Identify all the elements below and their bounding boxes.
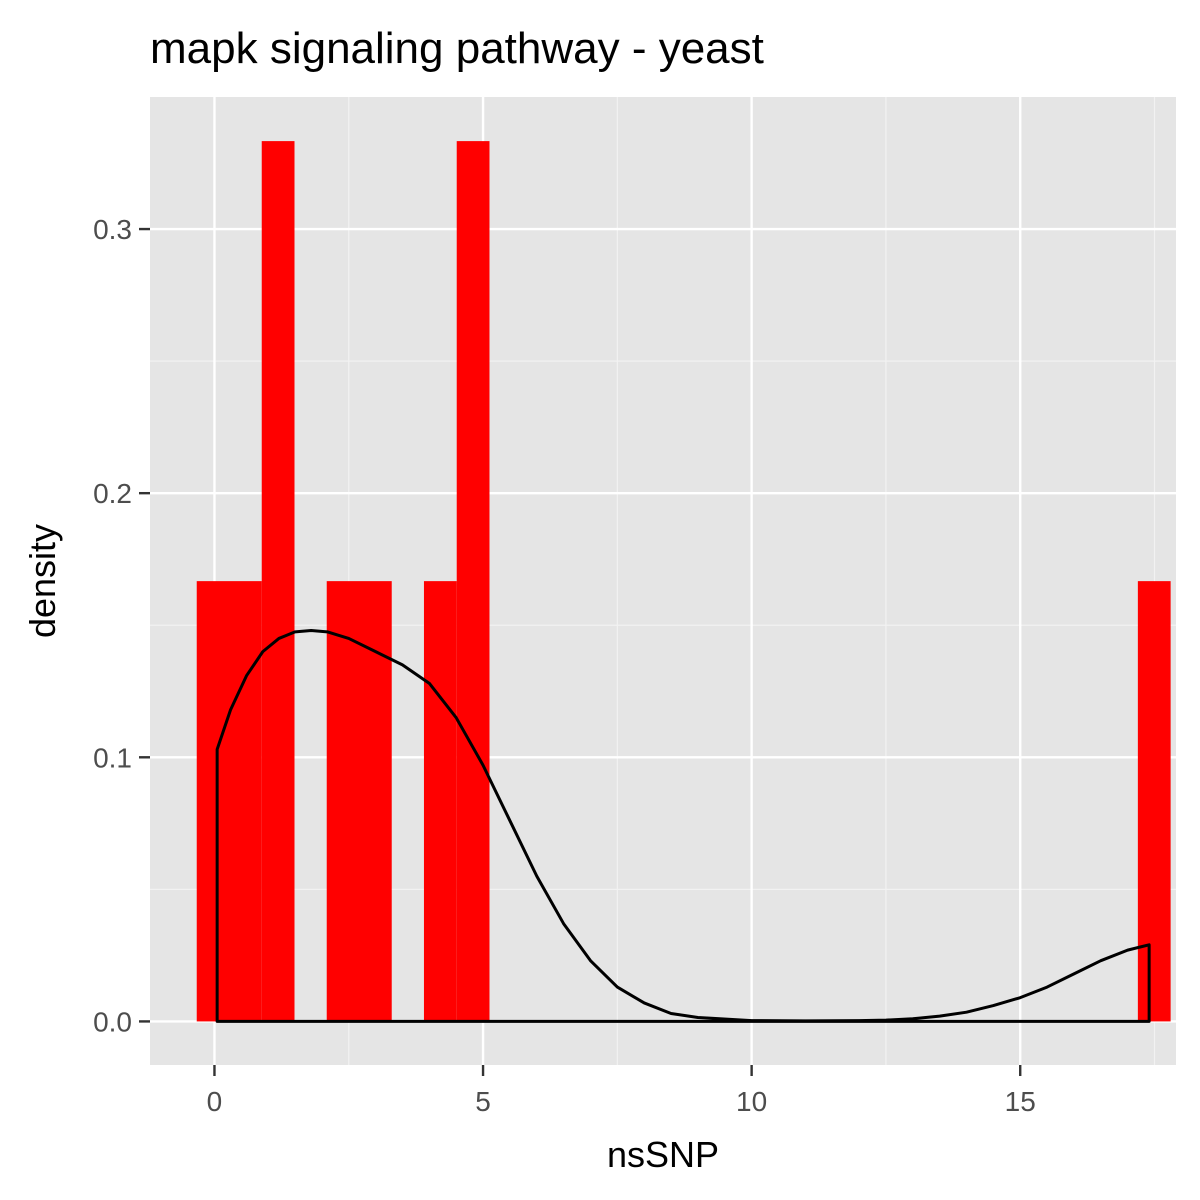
density-curve-layer (215, 629, 1151, 1023)
density-curve (215, 629, 1151, 1023)
histogram-bars (196, 141, 1171, 1022)
y-axis: 0.0 0.1 0.2 0.3 (93, 214, 150, 1037)
grid-minor-lines (150, 97, 1176, 1065)
x-tick-label: 10 (736, 1086, 767, 1117)
y-tick-label: 0.2 (93, 478, 132, 509)
y-tick-label: 0.1 (93, 742, 132, 773)
histogram-bar (326, 581, 392, 1022)
x-axis-title: nsSNP (607, 1134, 719, 1175)
histogram-bar (196, 581, 262, 1022)
x-tick-label: 15 (1005, 1086, 1036, 1117)
histogram-bar (423, 581, 457, 1022)
histogram-bar (261, 141, 295, 1022)
y-tick-label: 0.0 (93, 1006, 132, 1037)
y-tick-label: 0.3 (93, 214, 132, 245)
x-tick-label: 0 (207, 1086, 223, 1117)
histogram-bar (456, 141, 490, 1022)
y-axis-title: density (22, 524, 63, 638)
plot-panel (150, 97, 1176, 1065)
x-axis: 0 5 10 15 (207, 1065, 1036, 1117)
chart-title: mapk signaling pathway - yeast (150, 24, 764, 73)
x-tick-label: 5 (475, 1086, 491, 1117)
histogram-bar (1137, 581, 1171, 1022)
